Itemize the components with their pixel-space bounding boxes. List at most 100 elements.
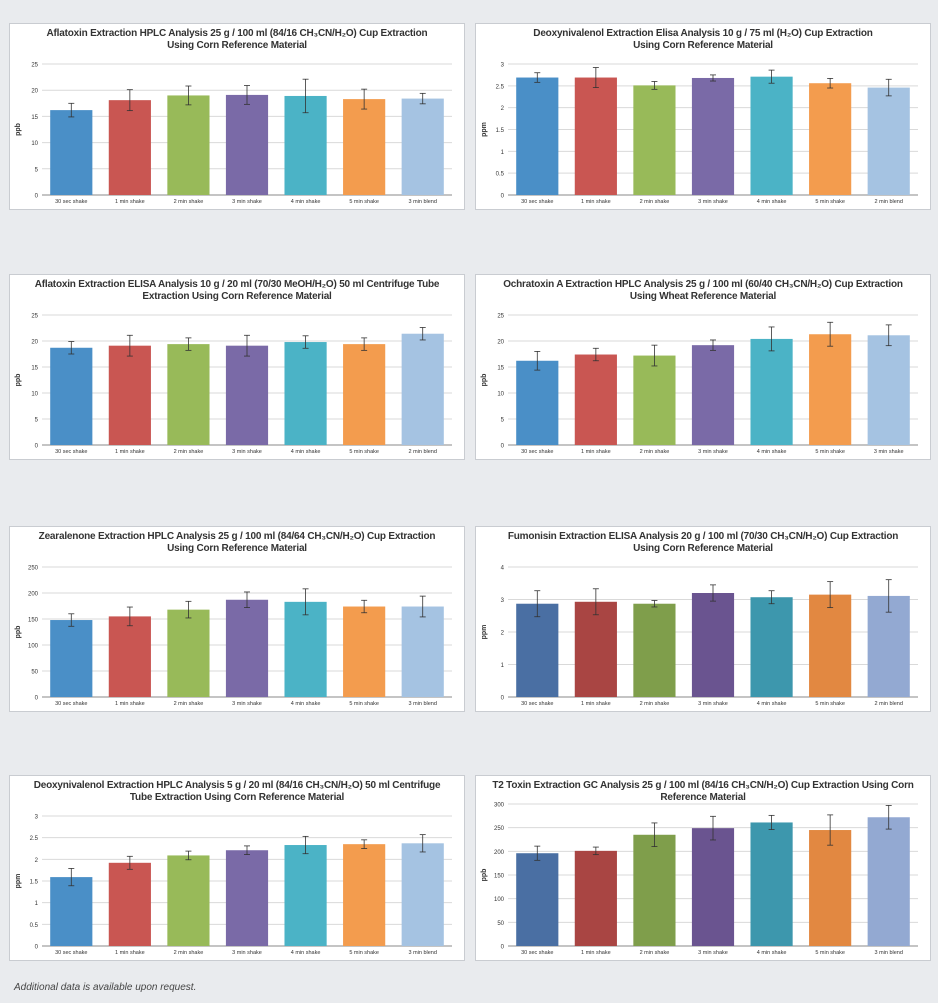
- bar: [750, 76, 793, 195]
- x-tick-label: 1 min shake: [581, 701, 611, 707]
- chart-svg: 0 0.5 1 1.5 2 2.5 3 ppm 30 sec shake 1 min shake 2…: [15, 815, 452, 956]
- y-tick-label: 2: [35, 858, 39, 864]
- x-tick-label: 5 min shake: [349, 701, 379, 707]
- x-tick-label: 3 min shake: [698, 950, 728, 956]
- x-tick-label: 3 min shake: [698, 701, 728, 707]
- x-tick-label: 3 min shake: [232, 701, 262, 707]
- chart-title: Aflatoxin Extraction HPLC Analysis 25 g …: [16, 28, 458, 52]
- x-tick-label: 3 min shake: [232, 950, 262, 956]
- y-tick-label: 20: [497, 340, 504, 346]
- chart-title-line: Tube Extraction Using Corn Reference Mat…: [129, 792, 345, 803]
- bar: [809, 83, 852, 195]
- bar: [284, 845, 327, 946]
- bar: [750, 822, 793, 946]
- bar: [809, 334, 852, 445]
- bar: [867, 335, 910, 445]
- x-tick-label: 3 min shake: [698, 449, 728, 455]
- x-tick-label: 4 min shake: [291, 449, 321, 455]
- y-tick-label: 50: [31, 670, 38, 676]
- chart-title-line: Zearalenone Extraction HPLC Analysis 25 …: [38, 531, 436, 542]
- y-tick-label: 100: [28, 644, 39, 650]
- x-tick-label: 4 min shake: [291, 199, 321, 205]
- x-tick-label: 1 min shake: [115, 199, 145, 205]
- chart-title-line: Aflatoxin Extraction HPLC Analysis 25 g …: [46, 28, 428, 39]
- chart-panel-5: Fumonisin Extraction ELISA Analysis 20 g…: [475, 526, 931, 712]
- y-axis-label: ppb: [481, 869, 488, 882]
- bar: [284, 601, 327, 697]
- y-axis-label: ppm: [15, 874, 22, 889]
- bar: [867, 87, 910, 195]
- y-tick-label: 2: [501, 631, 505, 637]
- bar: [284, 342, 327, 445]
- bar: [750, 338, 793, 445]
- x-tick-label: 5 min shake: [815, 701, 845, 707]
- x-tick-label: 4 min shake: [757, 449, 787, 455]
- chart-title-line: Fumonisin Extraction ELISA Analysis 20 g…: [507, 531, 899, 542]
- x-tick-label: 5 min shake: [815, 449, 845, 455]
- y-tick-label: 4: [501, 566, 505, 572]
- chart-svg: 0 1 2 3 4 ppm 30 sec shake 1 min shake 2 min sha…: [481, 566, 918, 707]
- y-tick-label: 15: [497, 366, 504, 372]
- x-tick-label: 2 min shake: [640, 449, 670, 455]
- bar: [633, 85, 676, 195]
- y-tick-label: 250: [494, 826, 505, 832]
- bar: [401, 843, 444, 946]
- x-tick-label: 4 min shake: [757, 950, 787, 956]
- chart-title-line: T2 Toxin Extraction GC Analysis 25 g / 1…: [492, 780, 914, 803]
- y-tick-label: 10: [31, 141, 38, 147]
- x-tick-label: 2 min shake: [174, 701, 204, 707]
- x-tick-label: 2 min shake: [174, 950, 204, 956]
- y-tick-label: 0: [35, 194, 39, 200]
- bar: [516, 853, 559, 946]
- chart-panel-0: Aflatoxin Extraction HPLC Analysis 25 g …: [9, 23, 465, 210]
- chart-title-line: Extraction Using Corn Reference Material: [142, 291, 332, 302]
- y-tick-label: 5: [35, 418, 39, 424]
- bar: [50, 877, 93, 946]
- x-tick-label: 2 min blend: [874, 701, 902, 707]
- chart-svg: 0 5 10 15 20 25 ppb 30 sec shake 1 min shake 2 mi…: [15, 63, 452, 205]
- x-tick-label: 2 min shake: [174, 199, 204, 205]
- x-tick-label: 30 sec shake: [55, 950, 87, 956]
- x-tick-label: 30 sec shake: [521, 950, 553, 956]
- x-tick-label: 1 min shake: [115, 950, 145, 956]
- bar: [401, 98, 444, 195]
- y-tick-label: 1: [501, 150, 505, 156]
- x-tick-label: 1 min shake: [115, 449, 145, 455]
- x-tick-label: 1 min shake: [115, 701, 145, 707]
- x-tick-label: 3 min shake: [232, 449, 262, 455]
- x-tick-label: 1 min shake: [581, 950, 611, 956]
- y-tick-label: 0: [35, 444, 39, 450]
- x-tick-label: 3 min shake: [874, 449, 904, 455]
- x-tick-label: 3 min blend: [408, 701, 436, 707]
- x-tick-label: 5 min shake: [815, 199, 845, 205]
- x-tick-label: 30 sec shake: [55, 701, 87, 707]
- x-tick-label: 2 min shake: [640, 199, 670, 205]
- bar: [167, 344, 210, 445]
- bar: [691, 345, 735, 445]
- y-tick-label: 100: [494, 897, 505, 903]
- bar: [633, 834, 676, 946]
- bar: [867, 595, 910, 697]
- y-axis-label: ppm: [481, 122, 488, 137]
- y-tick-label: 200: [28, 592, 39, 598]
- bar: [867, 817, 910, 946]
- chart-title: T2 Toxin Extraction GC Analysis 25 g / 1…: [482, 780, 924, 804]
- bar: [574, 601, 617, 697]
- bar: [343, 99, 386, 195]
- bar: [633, 603, 676, 697]
- bar: [691, 593, 735, 697]
- y-tick-label: 25: [31, 63, 38, 69]
- bar: [167, 855, 210, 946]
- chart-title: Deoxynivalenol Extraction Elisa Analysis…: [482, 28, 924, 52]
- bar: [809, 594, 852, 697]
- chart-svg: 0 5 10 15 20 25 ppb 30 sec shake 1 min shake 2 mi…: [15, 314, 452, 455]
- chart-panel-4: Zearalenone Extraction HPLC Analysis 25 …: [9, 526, 465, 712]
- x-tick-label: 3 min blend: [408, 950, 436, 956]
- x-tick-label: 4 min shake: [291, 950, 321, 956]
- y-tick-label: 0: [501, 194, 505, 200]
- bar: [50, 347, 93, 445]
- y-tick-label: 0: [501, 696, 505, 702]
- y-tick-label: 50: [497, 921, 504, 927]
- y-axis-label: ppb: [15, 374, 22, 387]
- bar: [574, 850, 617, 946]
